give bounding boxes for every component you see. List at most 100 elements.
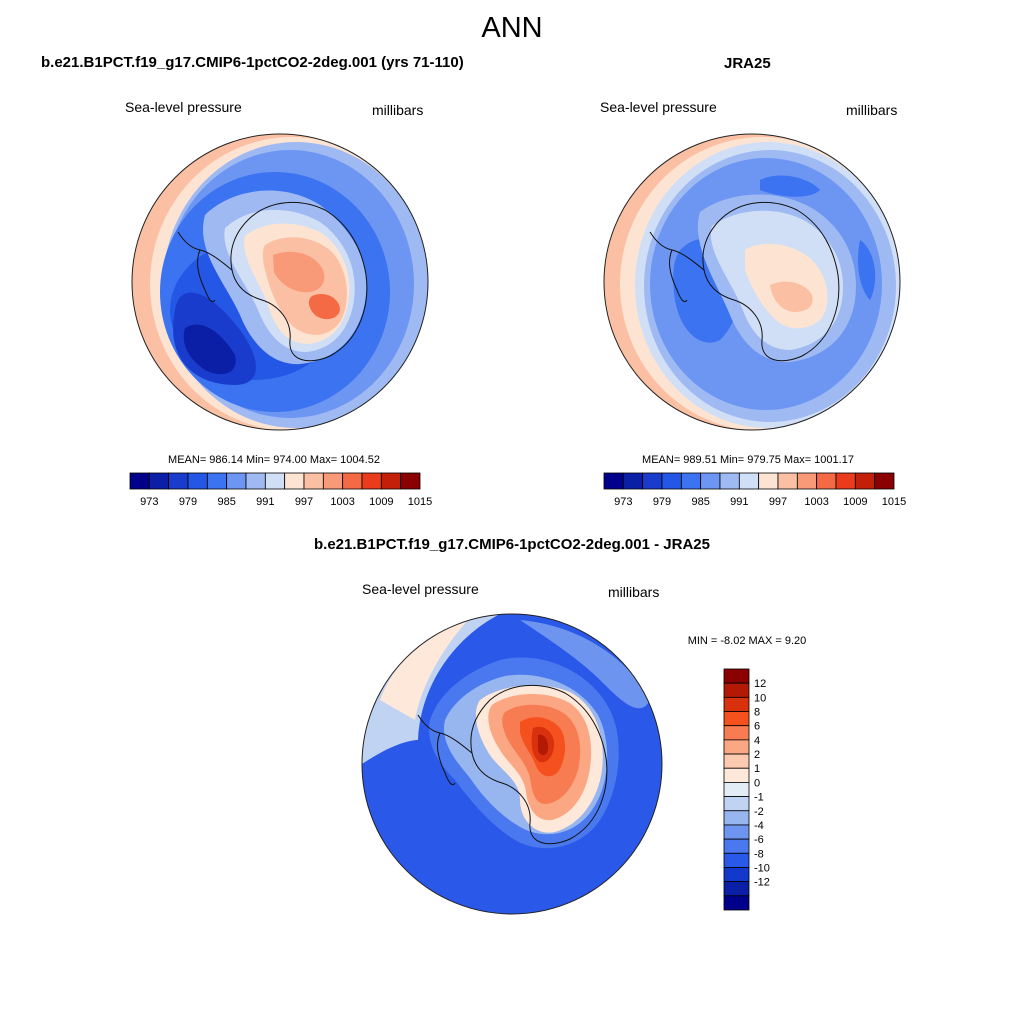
colorbar-2-swatch-4 — [680, 472, 702, 490]
panel-2-units-label: millibars — [846, 102, 898, 118]
colorbar-3-swatch-11 — [723, 824, 750, 840]
colorbar-1-swatch-2 — [168, 472, 189, 490]
colorbar-2-swatch-0 — [603, 472, 624, 490]
map-1-zone-1006-inner — [273, 251, 325, 293]
colorbar-1-swatch-9 — [303, 472, 324, 490]
colorbar-1-swatch-3 — [187, 472, 208, 490]
colorbar-3-tick-label: -8 — [754, 848, 764, 860]
panel-2-stats: MEAN= 989.51 Min= 979.75 Max= 1001.17 — [642, 454, 854, 466]
colorbar-2: 973 979 985 991 997 1003 1009 1015 — [603, 472, 906, 508]
colorbar-1-swatch-7 — [264, 472, 286, 490]
colorbar-2-swatch-1 — [622, 472, 644, 490]
colorbar-1-tick-label: 985 — [217, 496, 235, 508]
colorbar-3-tick-label: 4 — [754, 735, 760, 747]
colorbar-2-swatch-2 — [642, 472, 663, 490]
panel-3-units-label: millibars — [608, 584, 660, 600]
colorbar-2-swatch-13 — [854, 472, 876, 490]
colorbar-3-swatch-15 — [723, 881, 750, 897]
panel-1-units-label: millibars — [372, 102, 424, 118]
map-2-peninsula-coastline — [649, 231, 705, 303]
map-1-peninsula-coastline — [177, 231, 233, 303]
map-3-zone-minus1-west — [362, 614, 500, 764]
map-3 — [362, 614, 662, 914]
colorbar-3-swatch-4 — [723, 725, 750, 741]
colorbar-1-swatch-11 — [342, 472, 363, 490]
colorbar-1-swatch-8 — [284, 472, 305, 490]
map-1-zone-1009 — [308, 293, 340, 320]
colorbar-1-tick-label: 991 — [256, 496, 274, 508]
map-3-zone-minus4-ne — [520, 620, 650, 709]
colorbar-2-swatch-12 — [835, 472, 856, 490]
colorbar-2-swatch-11 — [816, 472, 837, 490]
colorbar-1-tick-label: 1009 — [369, 496, 393, 508]
colorbar-2-tick-label: 985 — [691, 496, 709, 508]
colorbar-1-swatch-10 — [322, 472, 344, 490]
map-2-border — [603, 133, 901, 431]
colorbar-1-swatch-6 — [245, 472, 266, 490]
colorbar-3-swatch-8 — [723, 782, 750, 797]
colorbar-1-swatch-5 — [226, 472, 247, 490]
colorbar-3-swatch-16 — [723, 895, 750, 911]
colorbar-3-swatch-7 — [723, 767, 750, 783]
colorbar-2-swatch-3 — [661, 472, 682, 490]
colorbar-3-swatch-3 — [723, 711, 750, 727]
colorbar-3-tick-label: -1 — [754, 792, 764, 804]
panel-1-title: b.e21.B1PCT.f19_g17.CMIP6-1pctCO2-2deg.0… — [41, 54, 464, 71]
map-1-border — [131, 133, 429, 431]
page-title: ANN — [481, 12, 543, 44]
map-2-zone-985-north — [760, 175, 820, 197]
map-1-zone-976 — [183, 324, 236, 375]
colorbar-1: 973 979 985 991 997 1003 1009 1015 — [129, 472, 432, 508]
colorbar-3-tick-label: 0 — [754, 777, 760, 789]
colorbar-2-swatch-5 — [700, 472, 721, 490]
map-2 — [604, 134, 900, 430]
map-1-antarctica-coastline — [230, 201, 368, 362]
colorbar-1-swatch-4 — [206, 472, 228, 490]
colorbar-3-tick-label: 12 — [754, 678, 766, 690]
colorbar-3-swatch-6 — [723, 753, 750, 769]
colorbar-3-tick-label: -2 — [754, 806, 764, 818]
panel-1-variable-label: Sea-level pressure — [125, 99, 242, 115]
colorbar-1-tick-label: 1015 — [408, 496, 432, 508]
colorbar-1-swatch-1 — [148, 472, 170, 490]
colorbar-1-tick-label: 973 — [140, 496, 158, 508]
map-3-peninsula-coastline — [417, 714, 473, 786]
panel-2-title: JRA25 — [724, 55, 771, 72]
colorbar-3-swatch-0 — [723, 668, 750, 684]
colorbar-2-tick-label: 1003 — [804, 496, 828, 508]
colorbar-2-tick-label: 1009 — [843, 496, 867, 508]
colorbar-3-tick-label: -6 — [754, 834, 764, 846]
colorbar-3-tick-label: 8 — [754, 707, 760, 719]
colorbar-2-swatch-6 — [719, 472, 740, 490]
colorbar-2-tick-label: 997 — [769, 496, 787, 508]
colorbar-3-swatch-9 — [723, 796, 750, 812]
colorbar-2-swatch-7 — [738, 472, 760, 490]
colorbar-1-tick-label: 1003 — [330, 496, 354, 508]
colorbar-1-swatch-0 — [129, 472, 150, 490]
colorbar-2-tick-label: 973 — [614, 496, 632, 508]
colorbar-3-tick-label: -12 — [754, 877, 770, 889]
colorbar-3-swatch-2 — [723, 696, 750, 712]
map-3-border — [361, 613, 663, 915]
colorbar-3-tick-label: -4 — [754, 820, 764, 832]
colorbar-3-tick-label: 1 — [754, 763, 760, 775]
colorbar-3-swatch-12 — [723, 838, 750, 854]
map-2-zone-985-east — [858, 240, 876, 300]
colorbar-2-swatch-8 — [758, 472, 779, 490]
colorbar-3-tick-label: -10 — [754, 862, 770, 874]
colorbar-2-tick-label: 1015 — [882, 496, 906, 508]
colorbar-1-tick-label: 997 — [295, 496, 313, 508]
colorbar-1-tick-label: 979 — [179, 496, 197, 508]
colorbar-3-tick-label: 10 — [754, 692, 766, 704]
colorbar-3-swatch-1 — [723, 682, 750, 698]
map-3-zone-10 — [538, 734, 549, 756]
colorbar-3-swatch-13 — [723, 852, 750, 868]
panel-3-stats: MIN = -8.02 MAX = 9.20 — [688, 635, 807, 647]
colorbar-3-swatch-10 — [723, 810, 750, 826]
colorbar-3-swatch-14 — [723, 867, 750, 883]
panel-1-stats: MEAN= 986.14 Min= 974.00 Max= 1004.52 — [168, 454, 380, 466]
colorbar-2-tick-label: 991 — [730, 496, 748, 508]
colorbar-3-tick-label: 6 — [754, 721, 760, 733]
colorbar-3-swatch-5 — [723, 739, 750, 755]
